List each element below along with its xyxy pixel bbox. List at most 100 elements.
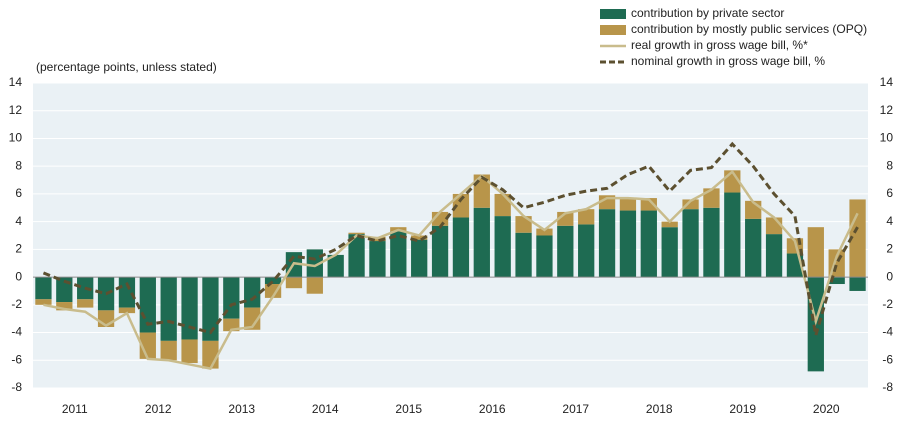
bar <box>703 207 720 278</box>
x-year-label: 2017 <box>562 402 589 416</box>
y-tick-label: 12 <box>9 103 23 117</box>
y2-tick-label: 4 <box>886 214 893 228</box>
bar <box>56 302 73 311</box>
line-series <box>42 141 859 336</box>
bar <box>118 307 136 314</box>
bar <box>619 210 637 278</box>
bar <box>849 277 866 291</box>
bar <box>390 231 407 278</box>
bar <box>452 193 470 218</box>
bar <box>578 209 595 225</box>
y-tick-label: 6 <box>15 186 22 200</box>
bar <box>452 217 470 278</box>
y-tick-label: 14 <box>9 75 23 89</box>
y2-tick-label: 2 <box>886 242 893 256</box>
x-year-label: 2013 <box>228 402 255 416</box>
bar <box>578 224 595 278</box>
bar <box>536 228 553 236</box>
plot-area <box>33 83 868 388</box>
y2-tick-label: -6 <box>882 352 893 366</box>
x-year-label: 2015 <box>395 402 422 416</box>
y2-tick-label: 0 <box>886 269 893 283</box>
y-tick-label: 10 <box>9 131 23 145</box>
bar <box>348 232 365 235</box>
bar <box>765 234 783 278</box>
x-year-label: 2016 <box>479 402 506 416</box>
bar <box>118 277 136 308</box>
bar <box>682 199 699 210</box>
bar <box>244 277 261 308</box>
bar <box>724 192 741 278</box>
bar <box>306 277 323 294</box>
bar <box>369 241 386 278</box>
bar <box>264 284 282 298</box>
bar <box>745 218 762 278</box>
bar <box>619 198 637 211</box>
y2-tick-label: 12 <box>880 103 894 117</box>
bar <box>431 225 449 278</box>
bar <box>181 277 198 340</box>
legend-label: nominal growth in gross wage bill, % <box>631 54 825 68</box>
legend-swatch <box>600 25 626 35</box>
bar <box>557 225 574 278</box>
bar <box>807 227 824 278</box>
bar <box>264 277 282 285</box>
bar <box>640 210 657 278</box>
y-tick-label: -2 <box>11 297 22 311</box>
bar <box>411 235 428 240</box>
bar <box>473 207 490 278</box>
y-tick-label: 8 <box>15 158 22 172</box>
y-tick-label: 2 <box>15 242 22 256</box>
y2-tick-label: -8 <box>882 380 893 394</box>
bar <box>35 277 52 300</box>
bar <box>160 277 177 341</box>
bar <box>77 299 94 308</box>
bar <box>682 209 699 278</box>
y2-tick-label: -4 <box>882 325 893 339</box>
bar <box>703 188 720 208</box>
x-year-label: 2020 <box>813 402 840 416</box>
bar <box>160 340 177 361</box>
y2-tick-label: 14 <box>880 75 894 89</box>
bar <box>348 234 365 278</box>
bar <box>494 193 511 217</box>
line-series <box>43 169 859 370</box>
bar <box>640 198 657 211</box>
x-year-label: 2019 <box>729 402 756 416</box>
bar <box>202 277 219 341</box>
bar <box>661 221 678 228</box>
bar <box>223 277 240 319</box>
y2-tick-label: -2 <box>882 297 893 311</box>
y-tick-label: -8 <box>11 380 22 394</box>
bar <box>306 249 323 278</box>
bar <box>244 307 261 330</box>
y-tick-label: 4 <box>15 214 22 228</box>
bar <box>285 277 303 289</box>
bar <box>411 239 428 278</box>
x-year-label: 2012 <box>145 402 172 416</box>
y2-tick-label: 10 <box>880 131 894 145</box>
bar <box>202 340 219 369</box>
x-year-label: 2011 <box>62 402 88 416</box>
bar <box>494 216 511 278</box>
bar <box>598 209 616 278</box>
y-tick-label: -4 <box>11 325 22 339</box>
bar <box>35 299 52 305</box>
x-year-label: 2014 <box>312 402 339 416</box>
x-year-label: 2018 <box>646 402 673 416</box>
subtitle: (percentage points, unless stated) <box>36 60 217 74</box>
bar <box>515 232 532 278</box>
legend-swatch <box>600 9 626 19</box>
y2-tick-label: 8 <box>886 158 893 172</box>
bar <box>661 227 678 278</box>
bar <box>327 254 344 278</box>
bar <box>828 277 845 285</box>
y2-tick-label: 6 <box>886 186 893 200</box>
bar <box>536 235 553 278</box>
legend-label: contribution by private sector <box>631 6 784 20</box>
y-tick-label: 0 <box>15 269 22 283</box>
y-tick-label: -6 <box>11 352 22 366</box>
legend-label: contribution by mostly public services (… <box>631 22 867 36</box>
legend-label: real growth in gross wage bill, %* <box>631 38 808 52</box>
